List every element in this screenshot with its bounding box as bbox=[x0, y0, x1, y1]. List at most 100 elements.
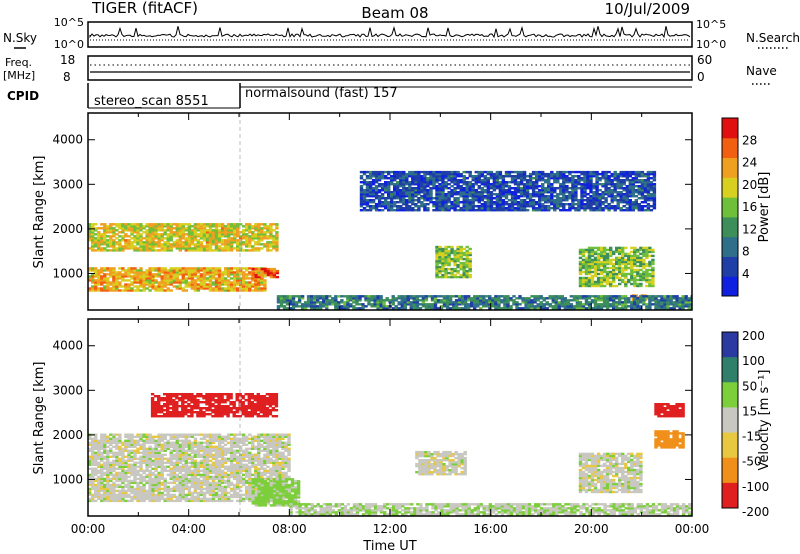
heatmap-cell bbox=[474, 209, 478, 212]
heatmap-cell bbox=[220, 231, 225, 234]
heatmap-cell bbox=[187, 281, 192, 284]
heatmap-cell bbox=[462, 193, 466, 196]
heatmap-cell bbox=[367, 303, 371, 306]
heatmap-cell bbox=[91, 485, 95, 489]
heatmap-cell bbox=[414, 181, 418, 184]
heatmap-cell bbox=[169, 279, 173, 282]
heatmap-cell bbox=[595, 170, 599, 174]
heatmap-cell bbox=[516, 189, 521, 192]
heatmap-cell bbox=[438, 261, 442, 265]
heatmap-cell bbox=[494, 295, 498, 298]
heatmap-cell bbox=[604, 177, 608, 180]
heatmap-cell bbox=[556, 179, 560, 182]
heatmap-cell bbox=[236, 231, 240, 234]
heatmap-cell bbox=[571, 175, 575, 178]
heatmap-cell bbox=[157, 239, 161, 242]
heatmap-cell bbox=[642, 276, 646, 280]
heatmap-cell bbox=[568, 203, 572, 206]
heatmap-cell bbox=[130, 471, 134, 475]
heatmap-cell bbox=[142, 273, 146, 276]
heatmap-cell bbox=[154, 237, 158, 240]
heatmap-cell bbox=[456, 205, 460, 208]
heatmap-cell bbox=[254, 273, 258, 277]
heatmap-cell bbox=[528, 199, 533, 202]
heatmap-cell bbox=[504, 181, 509, 184]
heatmap-cell bbox=[610, 179, 614, 182]
heatmap-cell bbox=[590, 280, 595, 284]
heatmap-cell bbox=[433, 307, 438, 310]
heatmap-cell bbox=[334, 295, 338, 298]
heatmap-cell bbox=[615, 295, 619, 298]
heatmap-cell bbox=[402, 195, 406, 198]
y-tick-label: 4000 bbox=[52, 133, 83, 147]
heatmap-cell bbox=[239, 273, 243, 276]
heatmap-cell bbox=[118, 471, 122, 475]
heatmap-cell bbox=[507, 193, 512, 196]
heatmap-cell bbox=[657, 295, 661, 298]
heatmap-cell bbox=[190, 243, 195, 246]
heatmap-cell bbox=[91, 479, 95, 483]
heatmap-cell bbox=[106, 489, 110, 493]
heatmap-cell bbox=[646, 181, 651, 184]
heatmap-cell bbox=[636, 254, 640, 258]
heatmap-cell bbox=[501, 193, 506, 196]
heatmap-cell bbox=[269, 223, 273, 226]
heatmap-cell bbox=[260, 271, 264, 275]
heatmap-cell bbox=[453, 201, 457, 204]
heatmap-cell bbox=[316, 297, 320, 300]
heatmap-cell bbox=[411, 177, 415, 180]
heatmap-cell bbox=[436, 299, 441, 302]
heatmap-cell bbox=[393, 185, 397, 188]
heatmap-cell bbox=[639, 301, 643, 304]
heatmap-cell bbox=[651, 268, 655, 272]
heatmap-cell bbox=[441, 247, 445, 251]
heatmap-cell bbox=[408, 187, 412, 190]
heatmap-cell bbox=[220, 235, 225, 238]
heatmap-cell bbox=[615, 305, 619, 308]
heatmap-cell bbox=[450, 275, 454, 279]
heatmap-cell bbox=[136, 279, 140, 282]
heatmap-cell bbox=[643, 172, 648, 176]
heatmap-cell bbox=[142, 433, 146, 436]
heatmap-cell bbox=[374, 172, 379, 176]
heatmap-cell bbox=[377, 177, 382, 180]
heatmap-cell bbox=[559, 209, 563, 212]
heatmap-cell bbox=[88, 227, 92, 230]
heatmap-cell bbox=[602, 278, 607, 282]
heatmap-cell bbox=[456, 193, 460, 196]
heatmap-cell bbox=[589, 172, 593, 176]
heatmap-cell bbox=[607, 195, 611, 198]
heatmap-cell bbox=[139, 485, 143, 489]
heatmap-cell bbox=[190, 225, 195, 228]
heatmap-cell bbox=[587, 276, 592, 280]
heatmap-cell bbox=[106, 287, 110, 290]
freq-panel bbox=[87, 55, 693, 81]
heatmap-cell bbox=[483, 207, 487, 210]
heatmap-cell bbox=[426, 172, 430, 176]
heatmap-cell bbox=[601, 177, 605, 180]
heatmap-cell bbox=[133, 475, 137, 479]
heatmap-cell bbox=[649, 189, 654, 192]
heatmap-cell bbox=[376, 297, 380, 300]
heatmap-cell bbox=[488, 301, 492, 304]
heatmap-cell bbox=[91, 495, 95, 499]
heatmap-cell bbox=[328, 299, 332, 302]
heatmap-cell bbox=[380, 205, 385, 208]
heatmap-cell bbox=[637, 203, 641, 206]
heatmap-cell bbox=[636, 307, 640, 310]
heatmap-cell bbox=[640, 179, 645, 182]
heatmap-cell bbox=[103, 273, 107, 276]
heatmap-cell bbox=[592, 193, 596, 196]
heatmap-cell bbox=[100, 477, 104, 481]
heatmap-cell bbox=[226, 229, 231, 232]
heatmap-cell bbox=[142, 461, 146, 464]
heatmap-cell bbox=[601, 203, 605, 206]
heatmap-cell bbox=[145, 245, 149, 248]
heatmap-cell bbox=[275, 271, 280, 275]
heatmap-cell bbox=[630, 301, 634, 304]
heatmap-cell bbox=[371, 181, 376, 184]
heatmap-cell bbox=[535, 195, 539, 198]
heatmap-cell bbox=[374, 209, 379, 212]
heatmap-cell bbox=[485, 305, 489, 308]
heatmap-cell bbox=[503, 299, 507, 302]
